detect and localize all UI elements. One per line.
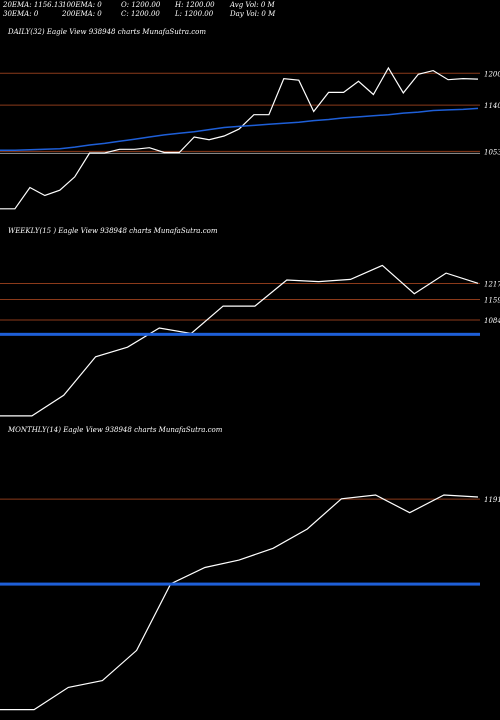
header-100ema: 100EMA: 0 [62,1,102,9]
ema-line [0,107,479,152]
level-label: 1191 [484,496,500,504]
level-label: 1159 [484,296,500,304]
header-close: C: 1200.00 [121,10,160,18]
price-line [0,66,479,210]
level-label: 1053 [484,148,500,156]
level-label: 1200 [484,70,500,78]
price-line [0,494,479,711]
price-line [0,264,479,417]
header-low: L: 1200.00 [175,10,214,18]
chart-title: MONTHLY(14) Eagle View 938948 charts Mun… [7,426,223,434]
header-day-vol: Day Vol: 0 M [230,10,276,18]
level-label: 1140 [484,102,500,110]
level-label: 1217 [484,281,500,289]
header-30ema: 30EMA: 0 [3,10,39,18]
header-high: H: 1200.00 [175,1,215,9]
level-label: 1084 [484,317,500,325]
header-20ema: 20EMA: 1156.13 [3,1,63,9]
header-avg-vol: Avg Vol: 0 M [230,1,275,9]
ema-band [0,582,480,586]
ema-band [0,332,480,336]
header-200ema: 200EMA: 0 [62,10,102,18]
header-open: O: 1200.00 [121,1,161,9]
chart-title: WEEKLY(15 ) Eagle View 938948 charts Mun… [8,227,218,235]
chart-title: DAILY(32) Eagle View 938948 charts Munaf… [7,28,206,36]
